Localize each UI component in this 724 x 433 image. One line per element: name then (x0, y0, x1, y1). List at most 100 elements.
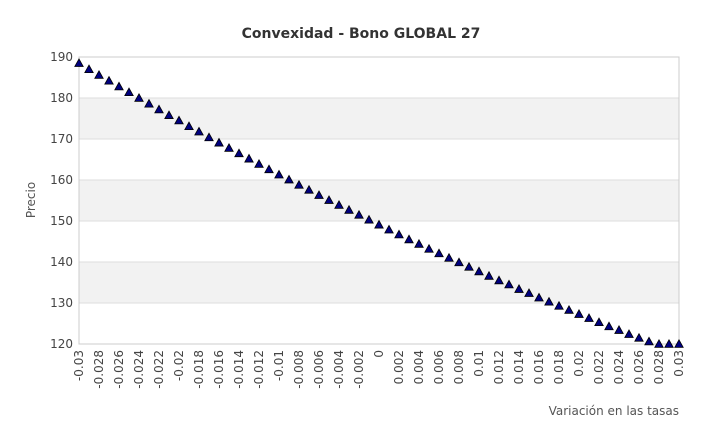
y-tick-label: 180 (50, 91, 73, 105)
data-point (254, 158, 264, 168)
x-axis-label: Variación en las tasas (549, 404, 679, 418)
x-tick-label: 0.016 (532, 350, 546, 384)
data-point (574, 309, 584, 318)
x-tick-label: -0.018 (192, 350, 206, 389)
x-tick-label: -0.012 (252, 350, 266, 389)
chart-title: Convexidad - Bono GLOBAL 27 (242, 26, 481, 42)
data-point (264, 164, 274, 174)
x-tick-label: -0.016 (212, 350, 226, 389)
y-tick-label: 150 (50, 214, 73, 228)
data-point (154, 104, 164, 114)
data-point (304, 184, 314, 194)
data-point (214, 137, 224, 147)
data-point (664, 338, 674, 348)
data-point (194, 126, 204, 136)
plot-band (79, 57, 679, 98)
data-point (534, 292, 544, 302)
y-tick-label: 120 (50, 337, 73, 351)
x-tick-label: -0.01 (272, 350, 286, 381)
y-tick-label: 160 (50, 173, 73, 187)
data-point (384, 224, 394, 234)
x-tick-label: 0 (372, 350, 386, 358)
x-tick-label: -0.014 (232, 350, 246, 389)
data-point (174, 115, 184, 125)
data-point (184, 121, 194, 131)
x-tick-label: -0.004 (332, 350, 346, 389)
data-point (324, 195, 334, 204)
data-point (284, 174, 294, 184)
data-point (134, 92, 144, 102)
data-point (334, 199, 344, 209)
x-tick-label: 0.014 (512, 350, 526, 384)
plot-band (79, 139, 679, 180)
data-point (544, 296, 554, 306)
data-point (404, 234, 414, 244)
data-point (294, 179, 304, 189)
plot-bands (79, 57, 679, 344)
data-point (454, 257, 464, 267)
x-tick-label: 0.008 (452, 350, 466, 384)
data-point (644, 336, 654, 346)
data-point (624, 329, 634, 338)
data-point (74, 58, 84, 67)
data-point (414, 238, 424, 248)
data-point (464, 261, 474, 271)
x-tick-label: 0.02 (572, 350, 586, 377)
x-tick-label: -0.02 (172, 350, 186, 381)
data-point (94, 70, 104, 79)
x-tick-label: -0.008 (292, 350, 306, 389)
x-tick-label: 0.024 (612, 350, 626, 384)
data-point (234, 148, 244, 158)
x-tick-label: 0.03 (672, 350, 686, 377)
data-point (244, 153, 254, 163)
plot-band (79, 262, 679, 303)
y-tick-label: 190 (50, 50, 73, 64)
data-point (164, 110, 174, 119)
data-point (344, 204, 354, 214)
y-tick-label: 170 (50, 132, 73, 146)
x-tick-label: 0.002 (392, 350, 406, 384)
x-tick-label: 0.018 (552, 350, 566, 384)
data-point (364, 214, 374, 224)
data-point (314, 190, 324, 199)
x-tick-label: 0.006 (432, 350, 446, 384)
data-point (204, 132, 214, 142)
data-point (374, 219, 384, 229)
data-point (654, 338, 664, 348)
x-tick-label: -0.028 (92, 350, 106, 389)
data-points (74, 58, 684, 348)
x-tick-label: -0.002 (352, 350, 366, 389)
plot-frame (78, 56, 680, 345)
plot-band (79, 180, 679, 221)
data-point (124, 87, 134, 97)
x-tick-label: 0.026 (632, 350, 646, 384)
data-point (514, 284, 524, 293)
x-tick-label: 0.028 (652, 350, 666, 384)
y-tick-labels: 120 130 140 150 160 170 180 190 (50, 50, 73, 351)
data-point (424, 243, 434, 253)
x-tick-label: 0.012 (492, 350, 506, 384)
x-tick-label: 0.01 (472, 350, 486, 377)
data-point (474, 266, 484, 276)
data-point (524, 288, 534, 297)
y-tick-label: 140 (50, 255, 73, 269)
x-tick-labels: -0.03 -0.028 -0.026 -0.024 -0.022 -0.02 -0.018… (72, 350, 686, 389)
data-point (634, 332, 644, 342)
data-point (104, 75, 114, 85)
data-point (434, 248, 444, 258)
data-point (144, 98, 154, 108)
data-point (564, 304, 574, 314)
data-point (614, 325, 624, 334)
x-tick-label: -0.026 (112, 350, 126, 389)
x-tick-label: -0.022 (152, 350, 166, 389)
data-point (394, 229, 404, 239)
x-tick-label: -0.006 (312, 350, 326, 389)
data-point (674, 338, 684, 348)
data-point (504, 279, 514, 289)
data-point (584, 313, 594, 322)
data-point (444, 252, 454, 262)
x-tick-label: 0.004 (412, 350, 426, 384)
data-point (274, 169, 284, 179)
plot-band (79, 303, 679, 344)
